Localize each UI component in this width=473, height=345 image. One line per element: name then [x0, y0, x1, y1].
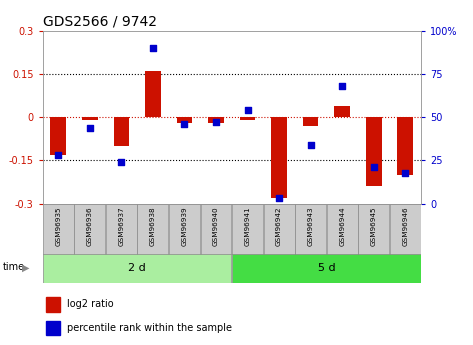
- Point: [181, 121, 188, 127]
- Text: GSM96942: GSM96942: [276, 206, 282, 246]
- Point: [118, 159, 125, 165]
- Text: 5 d: 5 d: [317, 263, 335, 273]
- Text: GSM96941: GSM96941: [245, 206, 251, 246]
- Bar: [51, 117, 66, 155]
- Bar: [169, 204, 200, 255]
- Bar: [46, 321, 60, 335]
- Bar: [271, 117, 287, 198]
- Point: [86, 125, 94, 130]
- Text: 2 d: 2 d: [128, 263, 146, 273]
- Bar: [397, 117, 413, 175]
- Bar: [201, 204, 231, 255]
- Bar: [138, 204, 168, 255]
- Bar: [295, 204, 326, 255]
- Bar: [43, 204, 74, 255]
- Text: GSM96936: GSM96936: [87, 206, 93, 246]
- Bar: [145, 71, 161, 117]
- Point: [149, 46, 157, 51]
- Text: GSM96945: GSM96945: [371, 206, 377, 246]
- Bar: [390, 204, 420, 255]
- Point: [307, 142, 315, 148]
- Bar: [334, 106, 350, 117]
- Text: GSM96938: GSM96938: [150, 206, 156, 246]
- Text: GSM96940: GSM96940: [213, 206, 219, 246]
- Text: GSM96943: GSM96943: [307, 206, 314, 246]
- Text: log2 ratio: log2 ratio: [67, 299, 114, 309]
- Bar: [43, 254, 231, 283]
- Text: GDS2566 / 9742: GDS2566 / 9742: [43, 14, 157, 29]
- Text: GSM96937: GSM96937: [118, 206, 124, 246]
- Bar: [358, 204, 389, 255]
- Bar: [46, 297, 60, 312]
- Bar: [327, 204, 358, 255]
- Point: [275, 196, 283, 201]
- Text: GSM96946: GSM96946: [402, 206, 408, 246]
- Text: GSM96935: GSM96935: [55, 206, 61, 246]
- Text: percentile rank within the sample: percentile rank within the sample: [67, 323, 232, 333]
- Bar: [263, 204, 295, 255]
- Bar: [74, 204, 105, 255]
- Bar: [82, 117, 98, 120]
- Text: time: time: [2, 263, 25, 272]
- Point: [338, 83, 346, 89]
- Point: [212, 120, 220, 125]
- Bar: [240, 117, 255, 120]
- Bar: [106, 204, 137, 255]
- Text: ▶: ▶: [22, 263, 30, 272]
- Point: [54, 152, 62, 158]
- Bar: [232, 204, 263, 255]
- Text: GSM96944: GSM96944: [339, 206, 345, 246]
- Point: [244, 108, 251, 113]
- Text: GSM96939: GSM96939: [182, 206, 187, 246]
- Bar: [232, 254, 420, 283]
- Bar: [303, 117, 318, 126]
- Bar: [208, 117, 224, 123]
- Bar: [366, 117, 382, 186]
- Bar: [114, 117, 129, 146]
- Bar: [176, 117, 193, 123]
- Point: [370, 165, 377, 170]
- Point: [402, 170, 409, 175]
